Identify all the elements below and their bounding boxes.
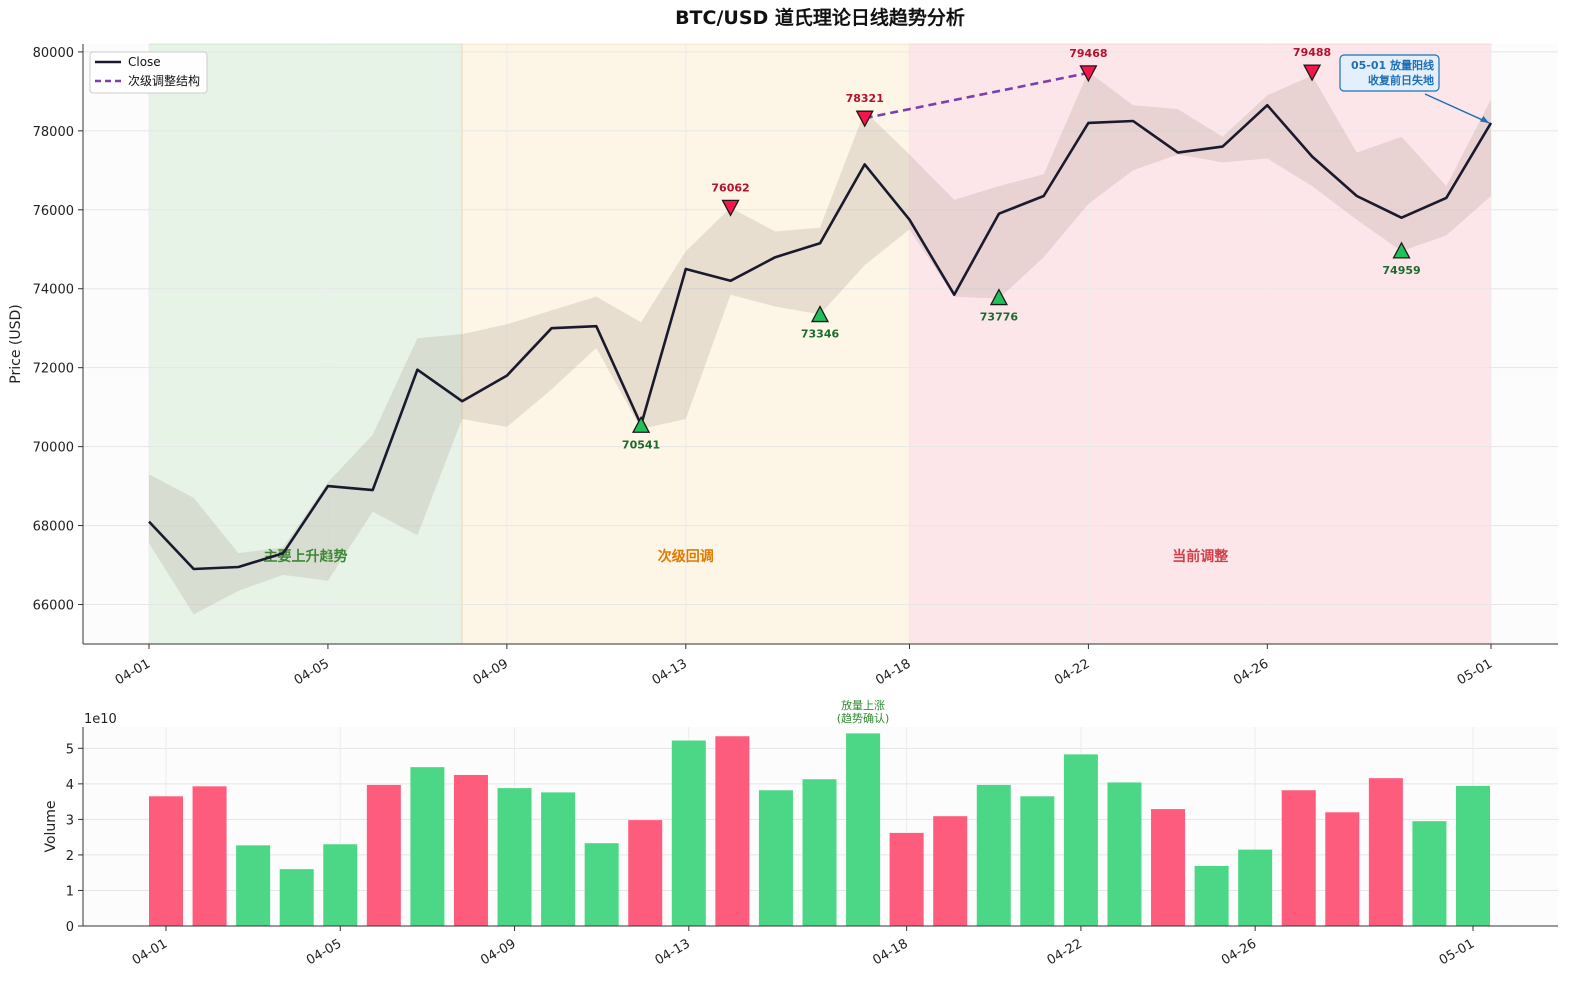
- volume-y-axis-title: Volume: [43, 800, 59, 852]
- volume-x-tick-label: 04-13: [653, 936, 693, 968]
- volume-scale-label: 1e10: [84, 712, 117, 727]
- volume-bar: [1368, 778, 1403, 926]
- volume-bar: [715, 736, 750, 926]
- volume-x-tick-label: 04-26: [1219, 936, 1259, 968]
- x-tick-label: 04-13: [650, 656, 690, 688]
- volume-bar: [192, 786, 227, 926]
- x-tick-label: 04-26: [1231, 656, 1271, 688]
- volume-bar: [1107, 782, 1142, 926]
- volume-bar: [279, 869, 314, 926]
- x-tick-label: 04-18: [873, 656, 913, 688]
- volume-bar: [628, 820, 663, 926]
- volume-y-tick-label: 4: [66, 778, 74, 793]
- volume-x-tick-label: 04-18: [870, 936, 910, 968]
- volume-bar: [758, 790, 793, 926]
- phase-label: 当前调整: [1172, 548, 1229, 565]
- volume-bar: [1063, 754, 1098, 926]
- volume-bar: [1281, 790, 1316, 926]
- swing-low-label: 73346: [801, 328, 840, 341]
- volume-x-tick-label: 04-01: [130, 936, 170, 968]
- volume-bar: [1151, 809, 1186, 926]
- x-tick-label: 05-01: [1455, 656, 1495, 688]
- y-tick-label: 78000: [33, 125, 74, 140]
- volume-bar: [933, 816, 968, 926]
- volume-bar: [236, 845, 271, 926]
- volume-bar: [889, 832, 924, 926]
- volume-note-line1: 放量上涨: [841, 698, 885, 712]
- price-range-band: [149, 71, 1491, 615]
- volume-bar: [497, 788, 532, 926]
- volume-x-tick-label: 04-05: [304, 936, 344, 968]
- y-tick-label: 80000: [33, 46, 74, 61]
- y-tick-label: 74000: [33, 283, 74, 298]
- swing-low-label: 74959: [1382, 264, 1420, 277]
- swing-high-label: 79468: [1069, 47, 1107, 60]
- legend-label-close: Close: [128, 55, 161, 69]
- volume-y-tick-label: 3: [66, 813, 74, 828]
- volume-note-line2: (趋势确认): [837, 712, 890, 725]
- swing-high-marker: [721, 199, 740, 217]
- swing-high-marker: [855, 110, 874, 128]
- annotation-box: [1339, 54, 1440, 92]
- swing-high-label: 76062: [711, 181, 749, 194]
- volume-bar: [1412, 821, 1447, 926]
- phase-region: [908, 43, 1492, 645]
- swing-low-marker: [989, 288, 1009, 306]
- swing-high-label: 78321: [846, 92, 884, 105]
- x-tick-label: 04-09: [471, 656, 511, 688]
- volume-bar: [453, 774, 488, 926]
- volume-bar: [1238, 849, 1273, 926]
- annotation-line2: 收复前日失地: [1368, 73, 1434, 87]
- volume-bar: [584, 843, 619, 926]
- swing-low-label: 73776: [980, 311, 1019, 324]
- annotation-arrowhead: [1480, 115, 1489, 123]
- volume-bar: [1194, 865, 1229, 926]
- volume-y-tick-label: 5: [66, 742, 74, 757]
- swing-high-label: 79488: [1293, 46, 1331, 59]
- volume-bar: [976, 784, 1011, 926]
- y-axis-title: Price (USD): [8, 304, 24, 383]
- annotation-arrow: [1424, 93, 1490, 124]
- swing-high-marker: [1302, 64, 1322, 82]
- volume-y-tick-label: 0: [66, 920, 74, 935]
- volume-y-tick-label: 2: [66, 849, 74, 864]
- x-tick-label: 04-05: [292, 656, 332, 688]
- swing-low-marker: [631, 415, 651, 433]
- phase-region: [148, 43, 463, 645]
- legend-label-structure: 次级调整结构: [128, 73, 200, 88]
- volume-bar: [410, 767, 445, 926]
- volume-bar: [802, 779, 837, 926]
- swing-high-marker: [1079, 65, 1098, 83]
- volume-bar: [1020, 796, 1055, 926]
- swing-low-marker: [1392, 241, 1411, 259]
- volume-x-tick-label: 04-09: [478, 936, 518, 968]
- volume-chart: 0 1 2 3 4 5 04-01 04-05 04-09 04-13 04-18 04-22 04-2…: [43, 698, 1558, 968]
- y-tick-label: 68000: [33, 520, 74, 535]
- x-tick-label: 04-01: [113, 656, 153, 688]
- swing-low-label: 70541: [622, 438, 660, 451]
- volume-bar: [366, 784, 401, 926]
- x-tick-label: 04-22: [1052, 656, 1092, 688]
- y-tick-label: 66000: [33, 599, 74, 614]
- price-chart: 主要上升趋势 次级回调 当前调整66000680007000072000740007…: [8, 43, 1558, 688]
- volume-bar: [1325, 812, 1360, 926]
- annotation-line1: 05-01 放量阳线: [1351, 58, 1434, 72]
- volume-y-tick-label: 1: [66, 884, 74, 899]
- y-tick-label: 70000: [33, 441, 74, 456]
- volume-bar: [149, 796, 183, 926]
- volume-x-tick-label: 05-01: [1437, 936, 1477, 968]
- volume-bar: [846, 733, 881, 926]
- y-tick-label: 72000: [33, 362, 74, 377]
- volume-bar: [323, 844, 358, 926]
- close-line: [148, 103, 1493, 571]
- chart-title: BTC/USD 道氏理论日线趋势分析: [675, 6, 965, 29]
- volume-x-tick-label: 04-22: [1045, 936, 1085, 968]
- swing-low-marker: [810, 305, 830, 323]
- volume-bar: [541, 792, 576, 926]
- volume-bar: [671, 740, 706, 926]
- volume-bar: [1456, 785, 1490, 926]
- y-tick-label: 76000: [33, 204, 74, 219]
